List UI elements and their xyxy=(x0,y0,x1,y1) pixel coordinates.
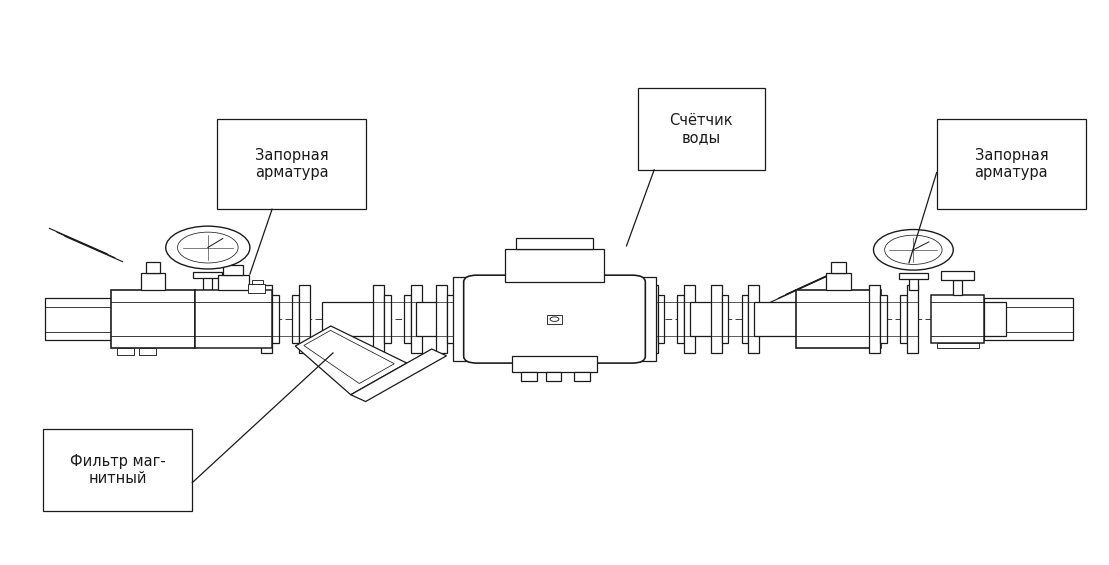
Bar xyxy=(632,277,657,362)
Circle shape xyxy=(177,232,238,263)
Bar xyxy=(447,295,454,343)
Bar xyxy=(217,275,248,290)
Bar xyxy=(711,285,722,353)
Bar xyxy=(722,295,729,343)
Bar xyxy=(901,295,907,343)
Bar xyxy=(512,357,597,372)
FancyBboxPatch shape xyxy=(464,275,645,363)
Bar xyxy=(909,276,918,290)
Bar xyxy=(404,295,410,343)
Bar xyxy=(881,295,887,343)
Bar xyxy=(45,298,112,340)
Bar xyxy=(474,285,485,353)
Polygon shape xyxy=(295,326,407,395)
Bar xyxy=(116,348,133,355)
Polygon shape xyxy=(304,331,395,384)
Bar xyxy=(505,249,604,282)
Bar xyxy=(826,273,852,290)
Circle shape xyxy=(885,235,942,264)
Bar xyxy=(574,372,590,381)
Bar xyxy=(932,295,985,343)
Bar xyxy=(954,280,963,295)
Bar xyxy=(194,290,272,348)
Bar xyxy=(985,302,1006,336)
Bar xyxy=(638,88,765,170)
Bar xyxy=(292,295,298,343)
Bar xyxy=(690,302,723,336)
Bar xyxy=(899,273,928,279)
Text: Запорная
арматура: Запорная арматура xyxy=(255,148,328,180)
Bar xyxy=(907,285,918,353)
Text: Запорная
арматура: Запорная арматура xyxy=(975,148,1048,180)
Bar xyxy=(647,285,658,353)
Bar xyxy=(261,285,272,353)
Bar xyxy=(216,119,366,209)
Bar xyxy=(141,273,165,290)
Bar xyxy=(373,285,384,353)
Bar xyxy=(416,302,449,336)
Text: Фильтр маг-
нитный: Фильтр маг- нитный xyxy=(70,454,165,486)
Bar xyxy=(436,285,447,353)
Bar xyxy=(193,272,222,278)
Bar xyxy=(252,280,263,284)
Bar xyxy=(410,285,421,353)
Bar xyxy=(203,275,212,290)
Bar xyxy=(832,262,846,273)
Bar xyxy=(678,295,684,343)
Circle shape xyxy=(165,226,250,269)
Bar xyxy=(521,372,537,381)
Bar xyxy=(937,343,979,349)
Bar xyxy=(547,315,562,324)
Bar xyxy=(684,285,695,353)
Bar xyxy=(452,277,477,362)
Bar xyxy=(516,238,593,249)
Bar xyxy=(796,290,882,348)
Bar xyxy=(139,348,155,355)
Bar xyxy=(467,295,474,343)
Bar xyxy=(146,262,160,273)
Text: Счётчик
воды: Счётчик воды xyxy=(670,112,733,145)
Bar xyxy=(985,298,1072,340)
Circle shape xyxy=(550,317,559,321)
Bar xyxy=(754,302,798,336)
Bar xyxy=(384,295,390,343)
Polygon shape xyxy=(350,349,447,402)
Bar xyxy=(942,271,975,280)
Bar xyxy=(546,372,561,381)
Bar xyxy=(937,119,1086,209)
Bar xyxy=(658,295,664,343)
Bar xyxy=(43,429,192,511)
Bar xyxy=(742,295,749,343)
Bar xyxy=(869,285,881,353)
Bar xyxy=(223,265,243,275)
Bar xyxy=(247,284,265,293)
Circle shape xyxy=(874,229,954,270)
Bar xyxy=(322,302,383,336)
Bar xyxy=(112,290,194,348)
Bar xyxy=(272,295,278,343)
Bar xyxy=(749,285,760,353)
Bar xyxy=(298,285,309,353)
